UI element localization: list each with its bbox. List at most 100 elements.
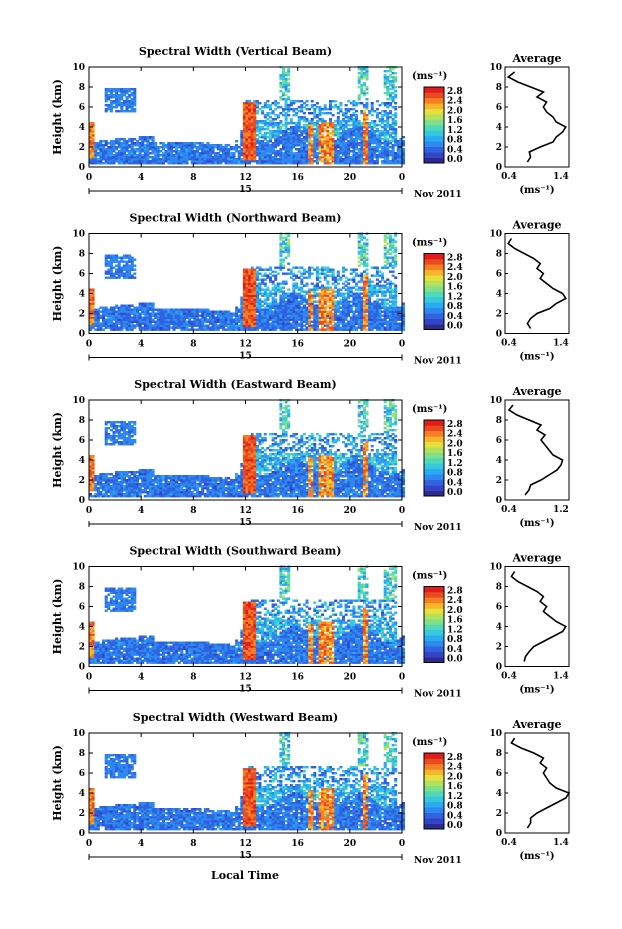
heatmap-cell (370, 152, 374, 155)
heatmap-cell (109, 158, 113, 161)
heatmap-cell (138, 150, 142, 153)
heatmap-cell (386, 298, 390, 301)
heatmap-cell (284, 148, 288, 151)
heatmap-cell (342, 158, 346, 161)
heatmap-cell (169, 312, 173, 315)
heatmap-cell (373, 322, 377, 325)
heatmap-cell (94, 154, 98, 157)
heatmap-cell (318, 286, 322, 289)
heatmap-cell (250, 158, 254, 161)
heatmap-cell (313, 132, 317, 135)
heatmap-cell (321, 140, 325, 143)
heatmap-cell (274, 134, 278, 137)
heatmap-cell (276, 162, 280, 165)
heatmap-cell (193, 150, 197, 153)
heatmap-cell (383, 82, 387, 85)
heatmap-cell (162, 152, 166, 155)
heatmap-cell (373, 306, 377, 309)
heatmap-cell (386, 290, 390, 293)
heatmap-cell (91, 310, 95, 313)
heatmap-cell (133, 316, 137, 319)
heatmap-cell (255, 316, 259, 319)
heatmap-cell (115, 310, 119, 313)
heatmap-cell (310, 294, 314, 297)
heatmap-cell (368, 142, 372, 145)
heatmap-cell (112, 312, 116, 315)
heatmap-cell (125, 320, 129, 323)
heatmap-cell (292, 266, 296, 269)
heatmap-cell (156, 162, 160, 165)
heatmap-cell (136, 148, 140, 151)
heatmap-cell (107, 90, 111, 93)
heatmap-cell (334, 278, 338, 281)
heatmap-cell (362, 326, 366, 329)
heatmap-cell (329, 274, 333, 277)
heatmap-cell (326, 290, 330, 293)
heatmap-cell (242, 312, 246, 315)
heatmap-cell (370, 156, 374, 159)
heatmap-cell (310, 146, 314, 149)
heatmap-cell (107, 318, 111, 321)
heatmap-cell (125, 254, 129, 257)
heatmap-cell (342, 292, 346, 295)
heatmap-cell (143, 148, 147, 151)
heatmap-cell (357, 78, 361, 81)
heatmap-cell (323, 290, 327, 293)
heatmap-cell (279, 140, 283, 143)
heatmap-cell (402, 316, 406, 319)
heatmap-cell (216, 152, 220, 155)
heatmap-cell (284, 238, 288, 241)
heatmap-cell (185, 156, 189, 159)
heatmap-cell (308, 290, 312, 293)
heatmap-cell (266, 152, 270, 155)
heatmap-cell (386, 152, 390, 155)
heatmap-cell (122, 144, 126, 147)
heatmap-cell (287, 70, 291, 73)
heatmap-cell (104, 308, 108, 311)
heatmap-cell (130, 260, 134, 263)
heatmap-cell (209, 312, 213, 315)
heatmap-cell (109, 318, 113, 321)
heatmap-cell (375, 130, 379, 133)
heatmap-cell (362, 284, 366, 287)
heatmap-cell (253, 292, 257, 295)
heatmap-cell (245, 300, 249, 303)
heatmap-cell (365, 138, 369, 141)
heatmap-cell (91, 495, 95, 498)
heatmap-cell (89, 148, 93, 151)
heatmap-cell (355, 300, 359, 303)
heatmap-cell (313, 160, 317, 163)
heatmap-cell (402, 314, 406, 317)
heatmap-cell (389, 112, 393, 115)
heatmap-cell (336, 150, 340, 153)
heatmap-cell (162, 158, 166, 161)
heatmap-cell (258, 298, 262, 301)
heatmap-cell (279, 254, 283, 257)
heatmap-cell (271, 118, 275, 121)
heatmap-cell (167, 160, 171, 163)
heatmap-cell (250, 278, 254, 281)
heatmap-cell (295, 154, 299, 157)
heatmap-cell (323, 106, 327, 109)
heatmap-cell (344, 142, 348, 145)
heatmap-cell (300, 132, 304, 135)
heatmap-cell (368, 150, 372, 153)
heatmap-cell (279, 98, 283, 101)
heatmap-cell (133, 98, 137, 101)
heatmap-cell (242, 318, 246, 321)
heatmap-cell (399, 144, 403, 147)
heatmap-cell (365, 258, 369, 261)
heatmap-cell (357, 124, 361, 127)
heatmap-cell (195, 316, 199, 319)
heatmap-cell (195, 328, 199, 331)
heatmap-cell (344, 288, 348, 291)
heatmap-cell (133, 306, 137, 309)
heatmap-cell (209, 148, 213, 151)
heatmap-cell (383, 156, 387, 159)
heatmap-cell (362, 258, 366, 261)
heatmap-cell (368, 126, 372, 129)
heatmap-cell (120, 92, 124, 95)
heatmap-cell (378, 310, 382, 313)
heatmap-cell (383, 78, 387, 81)
heatmap-cell (128, 268, 132, 271)
